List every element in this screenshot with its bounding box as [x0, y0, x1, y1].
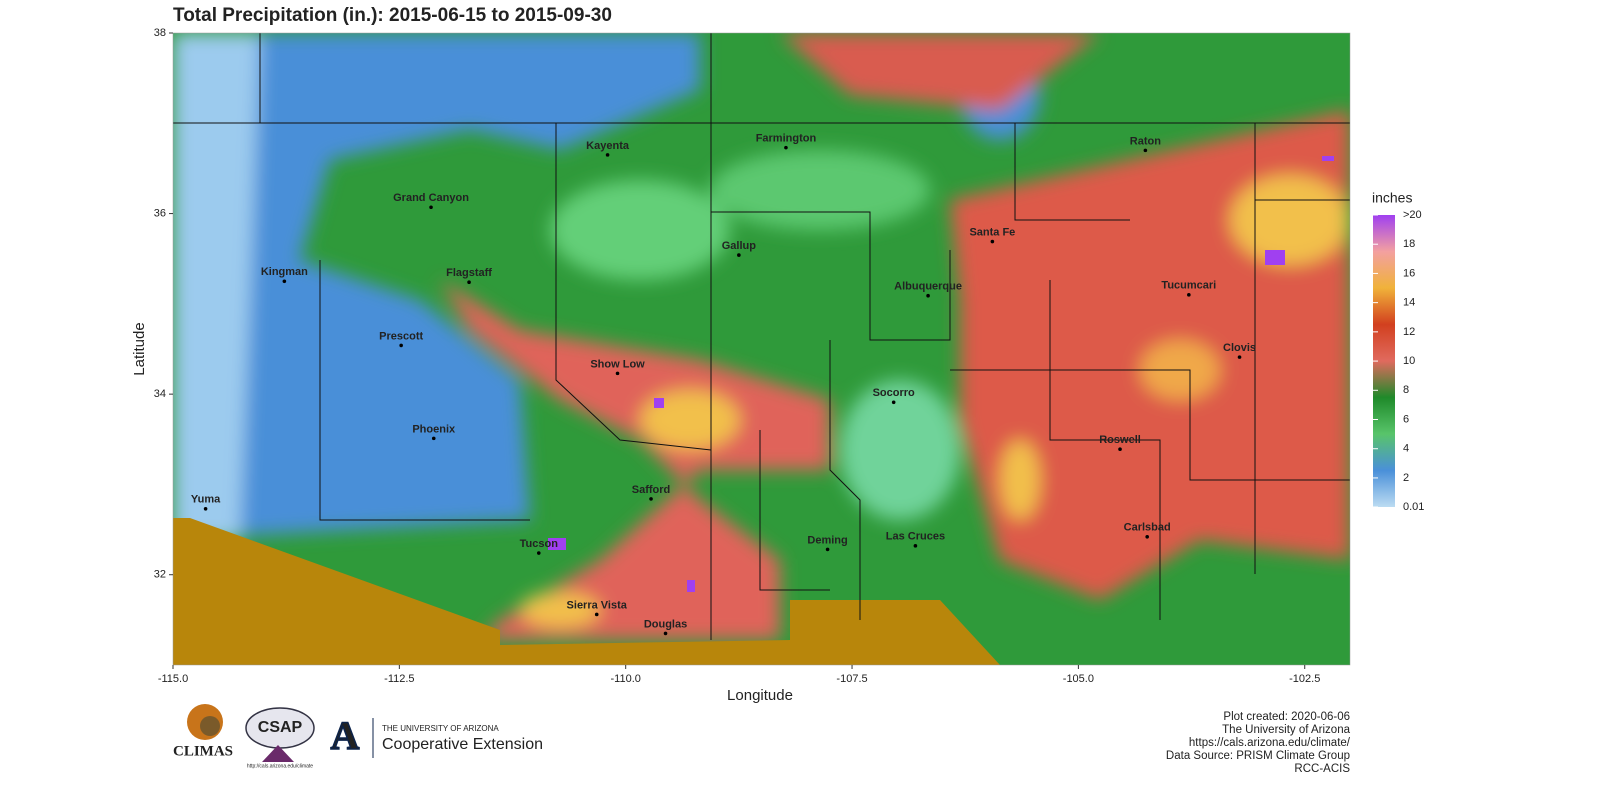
credit-line: Data Source: PRISM Climate Group	[1166, 750, 1350, 762]
legend-tick-label: 6	[1403, 413, 1409, 425]
city-marker	[784, 145, 788, 150]
plot-frame	[172, 32, 1351, 666]
city-label: Farmington	[756, 133, 817, 145]
city-label: Sierra Vista	[567, 599, 628, 611]
x-tick-label: -107.5	[836, 673, 867, 685]
city-marker	[429, 205, 433, 210]
y-tick-label: 34	[154, 388, 166, 400]
x-tick-label: -102.5	[1289, 673, 1320, 685]
y-tick-label: 36	[154, 207, 166, 219]
logo-text: CLIMAS	[173, 743, 233, 759]
city-label: Tucumcari	[1161, 280, 1216, 292]
logo-text: THE UNIVERSITY OF ARIZONA	[382, 724, 499, 733]
city-marker	[282, 279, 287, 284]
city-label: Grand Canyon	[393, 192, 469, 204]
city-label: Yuma	[191, 494, 221, 506]
climas-icon	[200, 716, 220, 736]
legend-tick-label: 14	[1403, 297, 1415, 309]
legend-tick-label: 18	[1403, 238, 1415, 250]
x-tick-label: -105.0	[1063, 673, 1094, 685]
y-axis-label: Latitude	[131, 322, 148, 375]
city-marker	[825, 547, 830, 552]
city-label: Prescott	[379, 330, 423, 342]
city-label: Las Cruces	[886, 531, 945, 543]
credit-line: RCC-ACIS	[1294, 763, 1350, 775]
legend-tick-label: 4	[1403, 443, 1409, 455]
city-marker	[203, 507, 208, 511]
city-marker	[467, 280, 471, 284]
chart-title: Total Precipitation (in.): 2015-06-15 to…	[173, 5, 612, 26]
city-label: Safford	[632, 484, 671, 496]
city-marker	[913, 544, 918, 548]
legend-tick-label: >20	[1403, 209, 1422, 221]
logos: CLIMAS CSAP http://cals.arizona.edu/clim…	[173, 704, 543, 769]
legend-tick-label: 0.01	[1403, 501, 1424, 513]
city-marker	[431, 436, 436, 441]
colorbar	[1373, 215, 1395, 507]
legend-title: inches	[1372, 190, 1412, 206]
city-label: Douglas	[644, 618, 687, 630]
legend-tick-label: 8	[1403, 384, 1409, 396]
city-label: Gallup	[722, 240, 757, 252]
credit-line: Plot created: 2020-06-06	[1223, 711, 1350, 723]
city-marker	[399, 343, 403, 348]
city-label: Socorro	[873, 387, 915, 399]
city-marker	[891, 400, 896, 405]
city-marker	[649, 497, 653, 501]
legend-tick-label: 12	[1403, 326, 1415, 338]
city-label: Carlsbad	[1124, 522, 1171, 534]
logo-url: http://cals.arizona.edu/climate	[247, 763, 313, 769]
city-label: Phoenix	[412, 423, 456, 435]
y-tick-label: 38	[154, 27, 166, 39]
city-marker	[615, 371, 620, 376]
city-label: Show Low	[590, 358, 645, 370]
city-label: Clovis	[1223, 342, 1256, 354]
city-label: Santa Fe	[969, 226, 1015, 238]
city-label: Kingman	[261, 266, 308, 278]
credit-line: https://cals.arizona.edu/climate/	[1189, 737, 1351, 749]
city-label: Kayenta	[586, 140, 630, 152]
logo-text: Cooperative Extension	[382, 736, 543, 753]
city-marker	[663, 631, 668, 636]
logo-text: CSAP	[258, 719, 303, 736]
city-label: Flagstaff	[446, 267, 492, 279]
legend-tick-label: 16	[1403, 267, 1415, 279]
legend-tick-label: 10	[1403, 355, 1415, 367]
x-tick-label: -112.5	[384, 673, 414, 685]
x-tick-label: -110.0	[611, 673, 641, 685]
x-tick-label: -115.0	[158, 673, 188, 685]
city-marker	[1237, 355, 1242, 359]
city-marker	[1118, 447, 1122, 452]
ua-logo: A	[331, 713, 360, 758]
city-marker	[605, 153, 610, 157]
city-marker	[737, 253, 741, 257]
city-marker	[990, 239, 995, 244]
precip-raster	[173, 33, 1350, 665]
city-marker	[926, 293, 930, 298]
x-axis-label: Longitude	[727, 687, 793, 704]
credit-line: The University of Arizona	[1222, 724, 1350, 736]
city-marker	[594, 612, 599, 617]
city-label: Albuquerque	[894, 281, 962, 293]
y-tick-label: 32	[154, 569, 166, 581]
city-label: Deming	[807, 534, 847, 546]
city-label: Raton	[1130, 135, 1161, 147]
city-label: Roswell	[1099, 434, 1141, 446]
city-label: Tucson	[520, 538, 559, 550]
ua-icon	[325, 718, 365, 758]
csap-mountain	[262, 745, 294, 762]
legend-tick-label: 2	[1403, 472, 1409, 484]
city-marker	[1143, 148, 1148, 153]
city-marker	[1187, 293, 1191, 297]
city-marker	[1145, 534, 1149, 539]
city-marker	[536, 551, 541, 555]
